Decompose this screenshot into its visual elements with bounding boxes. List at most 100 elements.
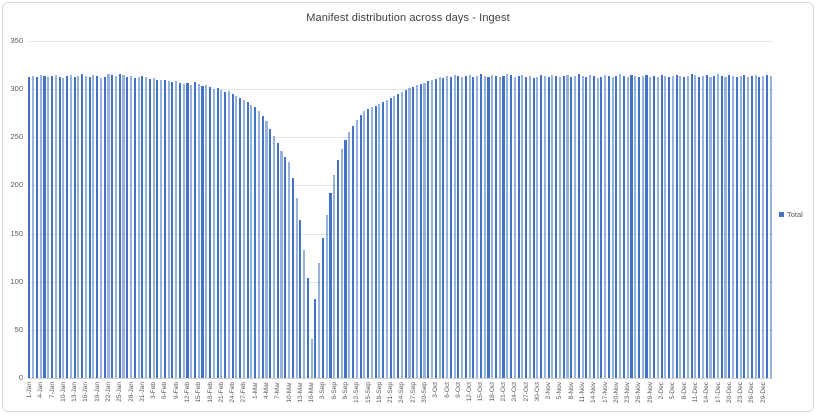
- bar: [769, 75, 772, 378]
- x-tick-label: 10-Mar: [285, 382, 293, 403]
- bar: [175, 81, 178, 378]
- bar: [126, 76, 129, 378]
- x-tick-label: 12-Sep: [353, 382, 361, 403]
- bar: [442, 77, 445, 378]
- bar: [400, 92, 403, 378]
- bar: [336, 160, 340, 378]
- bar: [611, 76, 614, 378]
- bar: [99, 77, 102, 378]
- bar: [284, 156, 287, 378]
- bar: [690, 73, 693, 378]
- bar: [438, 76, 441, 378]
- bar: [415, 85, 419, 378]
- bar: [461, 76, 464, 378]
- bar: [129, 75, 133, 378]
- x-tick-label: 3-Sep: [319, 382, 327, 400]
- x-tick-label: 14-Dec: [703, 382, 711, 403]
- bar: [54, 74, 57, 378]
- bar: [472, 76, 475, 378]
- bar: [739, 75, 742, 378]
- bar: [570, 76, 573, 378]
- bar: [592, 75, 595, 378]
- x-tick-label: 19-Jan: [93, 382, 101, 402]
- bar: [77, 75, 80, 378]
- bar: [683, 76, 686, 378]
- bar: [577, 73, 580, 378]
- bar: [261, 116, 264, 378]
- bar: [47, 76, 50, 378]
- bar: [547, 76, 550, 378]
- bar: [81, 73, 84, 378]
- x-tick-label: 5-Dec: [669, 382, 677, 400]
- bar: [562, 75, 565, 378]
- y-tick-label: 300: [10, 84, 23, 94]
- bar: [449, 76, 452, 378]
- bar: [668, 76, 671, 378]
- bar: [630, 74, 633, 378]
- x-tick-label: 12-Oct: [466, 382, 474, 402]
- x-tick-label: 22-Jan: [104, 382, 112, 402]
- bar: [765, 74, 768, 378]
- bar: [367, 109, 370, 378]
- bar: [141, 75, 144, 378]
- x-tick-label: 10-Jan: [59, 382, 67, 402]
- bar: [397, 93, 400, 378]
- y-tick-label: 150: [10, 228, 23, 238]
- x-tick-label: 27-Oct: [522, 382, 530, 402]
- bar: [272, 136, 276, 378]
- bar: [333, 174, 336, 378]
- bar: [747, 76, 750, 378]
- y-tick-label: 200: [10, 180, 23, 190]
- x-tick-label: 28-Jan: [127, 382, 135, 402]
- bar: [434, 78, 437, 378]
- bar: [205, 85, 208, 378]
- legend-label: Total: [787, 210, 803, 219]
- legend: Total: [779, 210, 803, 219]
- bar: [73, 76, 76, 378]
- bar: [137, 76, 140, 378]
- bar: [156, 79, 159, 378]
- bar: [468, 74, 471, 378]
- x-tick-label: 1-Jan: [25, 382, 33, 399]
- bar: [502, 75, 505, 378]
- bar: [182, 84, 185, 378]
- bar: [521, 74, 524, 378]
- bar: [66, 75, 69, 378]
- bar: [265, 120, 268, 378]
- bar: [359, 115, 362, 378]
- bar: [58, 76, 61, 378]
- bar: [419, 84, 422, 378]
- x-tick-label: 9-Feb: [172, 382, 180, 399]
- x-tick-label: 16-Jan: [82, 382, 90, 402]
- bar: [321, 238, 324, 378]
- bar: [709, 76, 712, 378]
- bar: [491, 74, 494, 378]
- bar: [314, 299, 317, 378]
- bar: [701, 75, 704, 378]
- bar: [427, 81, 430, 378]
- x-tick-label: 23-Nov: [624, 382, 632, 403]
- bar: [209, 87, 212, 378]
- bar: [351, 125, 355, 378]
- bar: [167, 81, 170, 378]
- x-tick-label: 13-Jan: [71, 382, 79, 402]
- bar: [750, 75, 753, 378]
- bar: [370, 107, 373, 378]
- bar: [212, 89, 215, 378]
- x-tick-label: 24-Sep: [398, 382, 406, 403]
- bar: [686, 75, 689, 378]
- bar: [163, 79, 166, 378]
- bar: [178, 83, 181, 378]
- bar: [705, 74, 708, 378]
- bar: [374, 105, 377, 378]
- bar: [269, 128, 272, 378]
- x-tick-label: 29-Nov: [646, 382, 654, 403]
- bar: [664, 75, 667, 378]
- bar: [389, 97, 392, 378]
- bar: [716, 73, 720, 378]
- x-tick-label: 26-Nov: [635, 382, 643, 403]
- x-tick-label: 6-Sep: [330, 382, 338, 400]
- bar: [615, 75, 618, 378]
- bar: [573, 75, 577, 378]
- bar: [494, 75, 498, 378]
